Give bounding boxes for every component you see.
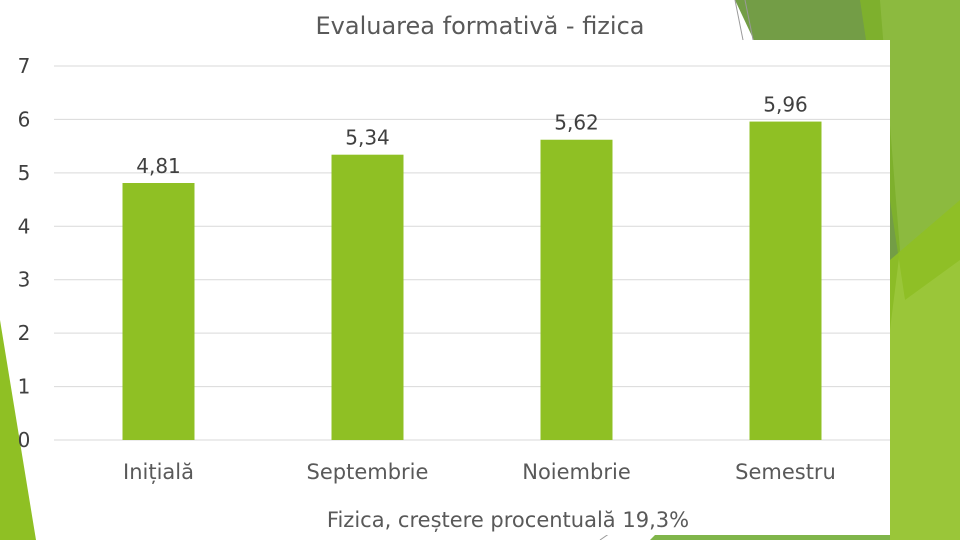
x-tick-label: Semestru (735, 460, 836, 484)
data-label: 5,96 (763, 93, 808, 117)
bar (540, 139, 613, 440)
y-tick-label: 1 (18, 375, 31, 399)
y-tick-label: 3 (18, 268, 31, 292)
y-tick-label: 0 (18, 428, 31, 452)
decor-right-lower (890, 200, 960, 540)
y-tick-label: 5 (18, 161, 31, 185)
y-tick-label: 4 (18, 214, 31, 238)
data-label: 5,34 (345, 126, 390, 150)
decor-left-sliver (0, 320, 36, 540)
x-tick-label: Septembrie (307, 460, 429, 484)
data-labels: 4,81 5,34 5,62 5,96 (136, 93, 808, 178)
x-tick-label: Inițială (123, 460, 194, 484)
data-label: 5,62 (554, 111, 599, 135)
x-axis-ticks: Inițială Septembrie Noiembrie Semestru (123, 460, 836, 484)
chart-subtitle: Fizica, creștere procentuală 19,3% (327, 508, 689, 532)
y-tick-label: 6 (18, 107, 31, 131)
bars (122, 121, 822, 441)
y-tick-label: 2 (18, 321, 31, 345)
bar (749, 121, 822, 441)
y-tick-label: 7 (18, 54, 31, 78)
bar (122, 183, 195, 440)
y-axis-ticks: 0 1 2 3 4 5 6 7 (18, 54, 31, 452)
x-tick-label: Noiembrie (522, 460, 631, 484)
data-label: 4,81 (136, 154, 181, 178)
chart-title: Evaluarea formativă - fizica (316, 12, 645, 40)
bar (331, 154, 404, 441)
